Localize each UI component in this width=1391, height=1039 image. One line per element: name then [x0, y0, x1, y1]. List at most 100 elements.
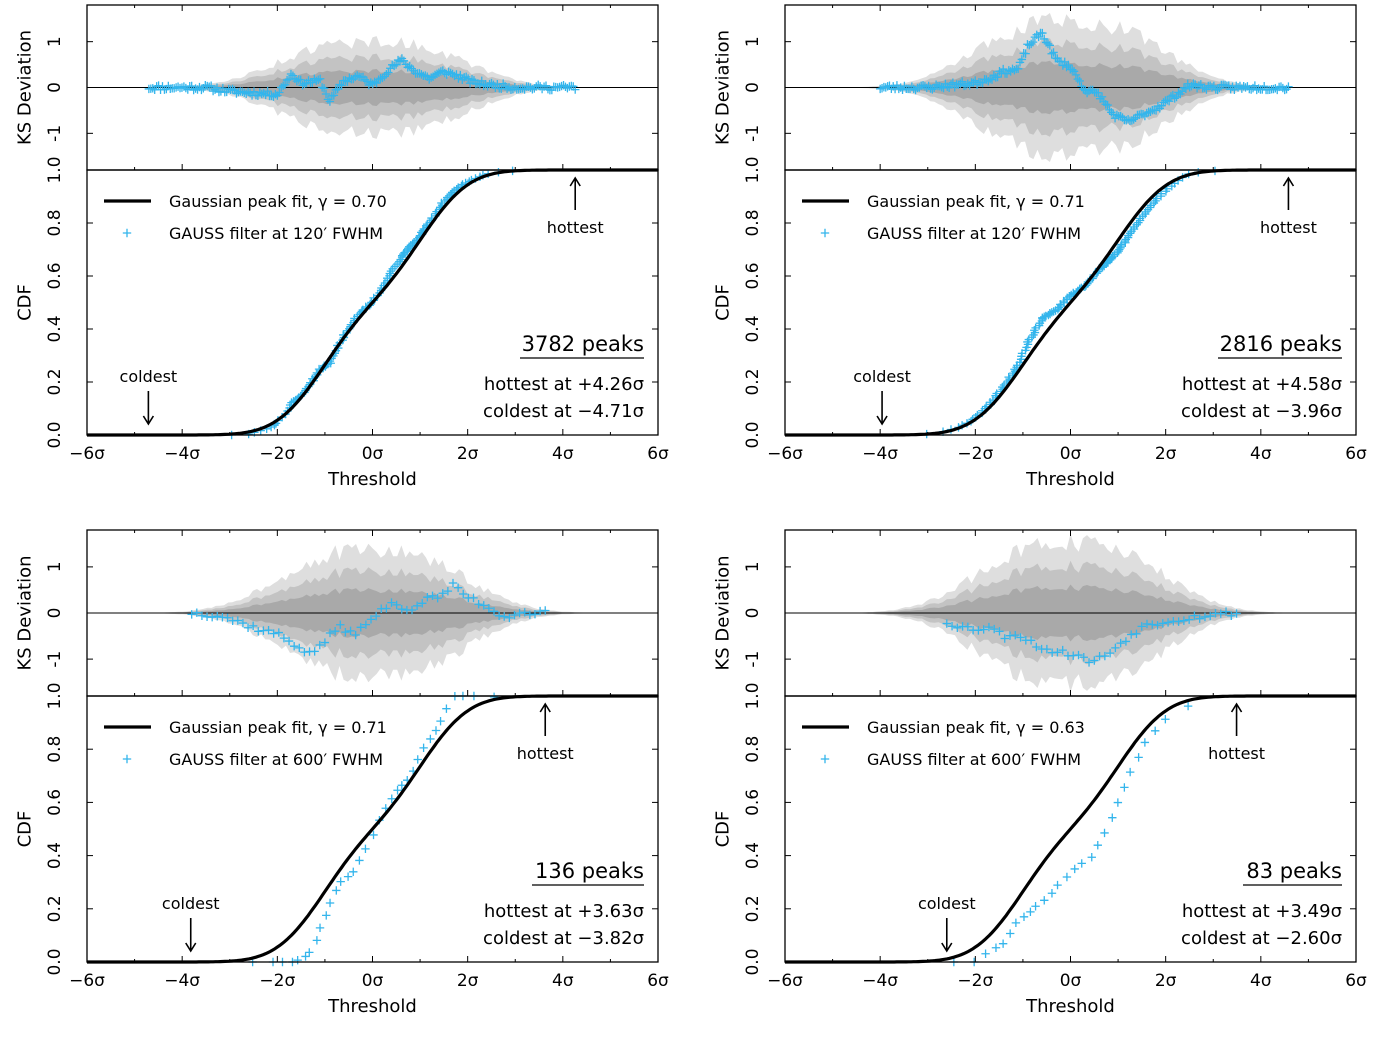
- x-tick-label: 2σ: [1155, 444, 1177, 464]
- coldest-arrowhead: [185, 942, 197, 953]
- legend-data-swatch: [820, 754, 830, 764]
- ks-y-tick-label: 0: [45, 82, 65, 93]
- x-tick-label: 4σ: [552, 444, 574, 464]
- ks-deviation-point: [520, 608, 529, 617]
- ks-deviation-point: [1254, 84, 1263, 93]
- ks-deviation-point: [436, 67, 446, 76]
- hottest-arrowhead: [539, 702, 551, 713]
- ks-deviation-point: [345, 73, 354, 83]
- x-tick-label: 4σ: [552, 971, 574, 991]
- ks-deviation-point: [1013, 64, 1023, 74]
- cdf-data-point: [1183, 701, 1193, 711]
- cdf-data-point: [325, 898, 335, 908]
- ks-deviation-point: [223, 613, 232, 622]
- ks-deviation-point: [1090, 656, 1099, 665]
- coldest-value-label: coldest at −4.71σ: [483, 401, 644, 422]
- ks-deviation-point: [264, 625, 273, 635]
- hottest-arrowhead: [569, 176, 581, 187]
- peaks-count-label: 3782 peaks: [522, 332, 644, 356]
- cdf-y-tick-label: 0.2: [45, 895, 65, 922]
- ks-deviation-point: [505, 613, 514, 623]
- legend-fit-label: Gaussian peak fit, γ = 0.70: [169, 192, 387, 211]
- cdf-y-tick-label: 1.0: [743, 682, 763, 709]
- ks-deviation-point: [232, 89, 241, 98]
- ks-deviation-point: [494, 611, 504, 621]
- ks-deviation-point: [515, 608, 524, 618]
- ks-deviation-point: [255, 88, 265, 97]
- cdf-y-tick-label: 0.8: [45, 736, 65, 763]
- ks-deviation-point: [368, 79, 377, 89]
- peaks-count-label: 136 peaks: [535, 859, 644, 883]
- cdf-y-tick-label: 0.6: [45, 262, 65, 289]
- ks-deviation-point: [942, 619, 951, 628]
- cdf-data-point: [1124, 231, 1133, 240]
- ks-deviation-point: [187, 610, 196, 619]
- x-tick-label: −6σ: [767, 971, 803, 991]
- cdf-axes: 0.0 0.2 0.4 0.6 0.8 1.0 −6σ −4σ −2σ 0σ 2σ 4σ 6σ Thres…: [713, 682, 1368, 1017]
- ks-deviation-point: [1094, 88, 1103, 98]
- ks-deviation-point: [443, 586, 453, 596]
- ks-deviation-point: [1064, 60, 1073, 70]
- cdf-data-point: [1019, 912, 1029, 922]
- ks-deviation-point: [389, 61, 399, 71]
- ks-deviation-point: [1284, 82, 1293, 91]
- ks-deviation-point: [1079, 84, 1088, 94]
- ks-deviation-point: [1174, 617, 1183, 626]
- ks-deviation-point: [1232, 609, 1241, 618]
- ks-y-tick-label: 1: [45, 561, 65, 572]
- ks-deviation-point: [1166, 92, 1176, 101]
- ks-deviation-point: [253, 91, 263, 101]
- cdf-data-point: [1038, 313, 1047, 323]
- cdf-data-point: [1045, 308, 1055, 318]
- ks-deviation-point: [387, 598, 396, 607]
- ks-deviation-point: [407, 605, 417, 615]
- ks-deviation-point: [296, 75, 305, 85]
- ks-deviation-point: [238, 618, 248, 628]
- ks-deviation-point: [947, 622, 957, 631]
- ks-deviation-point: [274, 628, 283, 637]
- legend-data-swatch: [122, 754, 132, 764]
- coldest-marker-label: coldest: [120, 367, 178, 386]
- ks-deviation-axes: 1 0 -1 KS Deviation: [713, 529, 1357, 697]
- x-tick-label: −4σ: [164, 444, 200, 464]
- cdf-y-tick-label: 0.0: [45, 948, 65, 975]
- ks-deviation-point: [314, 75, 323, 84]
- legend-data-label: GAUSS filter at 120′ FWHM: [169, 224, 383, 243]
- ks-deviation-point: [336, 620, 345, 629]
- ks-deviation-point: [337, 81, 346, 90]
- ks-deviation-point: [463, 74, 473, 83]
- ks-deviation-point: [417, 70, 426, 79]
- cdf-data-point: [981, 949, 990, 958]
- x-tick-label: −2σ: [957, 444, 993, 464]
- ks-deviation-point: [197, 85, 206, 95]
- cdf-y-tick-label: 0.0: [743, 948, 763, 975]
- cdf-data-point: [1093, 840, 1102, 850]
- ks-deviation-point: [1184, 615, 1194, 624]
- cdf-data-point: [1152, 194, 1161, 203]
- ks-deviation-point: [362, 77, 372, 86]
- coldest-value-label: coldest at −3.82σ: [483, 928, 644, 949]
- ks-deviation-point: [323, 95, 333, 104]
- ks-deviation-point: [269, 629, 278, 638]
- x-tick-label: −2σ: [957, 971, 993, 991]
- coldest-arrowhead: [142, 415, 155, 426]
- ks-deviation-point: [197, 611, 207, 620]
- ks-deviation-point: [534, 80, 543, 90]
- ks-deviation-point: [931, 80, 941, 89]
- cdf-y-tick-label: 0.2: [743, 895, 763, 922]
- ks-deviation-point: [254, 627, 263, 636]
- coldest-value-label: coldest at −2.60σ: [1181, 928, 1342, 949]
- ks-deviation-point: [489, 607, 499, 616]
- ks-deviation-point: [382, 70, 391, 79]
- ks-deviation-point: [392, 600, 401, 610]
- ks-deviation-point: [530, 84, 539, 93]
- ks-deviation-point: [881, 83, 890, 92]
- ks-deviation-point: [384, 68, 393, 77]
- ks-deviation-point: [1202, 85, 1211, 94]
- ks-deviation-point: [374, 75, 383, 84]
- cdf-y-tick-label: 0.4: [743, 315, 763, 342]
- ks-deviation-point: [191, 84, 200, 93]
- ks-deviation-point: [1011, 630, 1020, 640]
- x-tick-label: 0σ: [1060, 971, 1082, 991]
- cdf-y-tick-label: 0.2: [45, 368, 65, 395]
